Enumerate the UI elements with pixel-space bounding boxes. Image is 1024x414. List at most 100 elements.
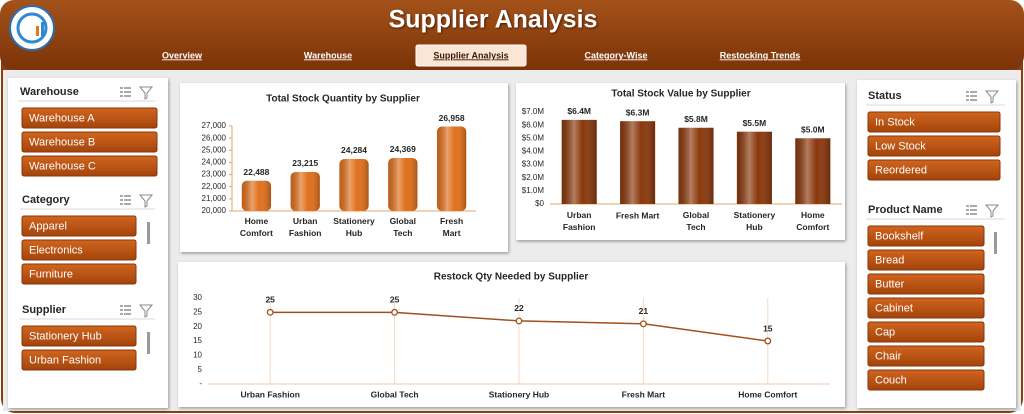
slicer-button[interactable]	[21, 155, 158, 177]
slicer-button[interactable]	[21, 131, 158, 153]
slicer-button[interactable]	[867, 297, 985, 319]
y-tick-label: $3.0M	[522, 160, 545, 169]
chart-title: Total Stock Value by Supplier	[611, 89, 750, 100]
x-tick-label: Stationery Hub	[333, 216, 375, 238]
y-tick-label: $6.0M	[522, 120, 545, 129]
y-tick-label: $7.0M	[522, 107, 545, 116]
slicer-item[interactable]: Couch	[875, 374, 907, 386]
slicer-item[interactable]: Warehouse B	[29, 136, 95, 148]
clear-filter-icon[interactable]	[138, 194, 154, 208]
slicer-title: Warehouse	[20, 86, 79, 98]
marker	[764, 337, 772, 345]
slicer-button[interactable]	[867, 159, 1001, 181]
slicer-button[interactable]	[21, 325, 137, 347]
nav-tab-active-bg	[415, 44, 527, 67]
y-tick-label: 20	[193, 322, 202, 331]
slicer-button[interactable]	[867, 345, 985, 367]
bar-shade	[241, 180, 272, 211]
multi-select-icon[interactable]	[966, 205, 977, 215]
x-tick-label: Global Tech	[371, 389, 419, 399]
nav-tab[interactable]: Supplier Analysis	[433, 50, 508, 60]
bar-shade	[290, 171, 320, 211]
y-tick-label: 10	[193, 350, 202, 359]
slicer-item[interactable]: Cap	[875, 326, 895, 338]
slicer-button[interactable]	[21, 263, 137, 285]
slicer-item[interactable]: Reordered	[875, 164, 927, 176]
y-tick-label: $0	[535, 199, 544, 208]
x-tick-label: Fresh Mart	[616, 210, 660, 220]
y-tick-label: 22,000	[202, 182, 227, 191]
slicer-item[interactable]: Apparel	[29, 220, 67, 232]
y-tick-label: $5.0M	[522, 133, 545, 142]
slicer-button[interactable]	[21, 239, 137, 261]
slicer-item[interactable]: Furniture	[29, 268, 73, 280]
data-label: 23,215	[292, 158, 318, 168]
nav-tab[interactable]: Category-Wise	[585, 50, 648, 60]
data-label: $5.8M	[684, 114, 708, 124]
y-tick-label: 26,000	[202, 133, 227, 142]
data-label: 15	[763, 323, 773, 333]
x-tick-label: Home Comfort	[796, 210, 829, 232]
x-tick-label: Urban Fashion	[563, 210, 596, 232]
y-tick-label: 15	[193, 336, 202, 345]
slicer-item[interactable]: In Stock	[875, 116, 915, 128]
y-tick-label: 21,000	[202, 194, 227, 203]
data-label: 22,488	[243, 167, 269, 177]
slicer-item[interactable]: Butter	[875, 278, 905, 290]
scrollbar	[147, 332, 150, 354]
x-tick-label: Home Comfort	[738, 389, 797, 399]
data-label: 22	[514, 303, 524, 313]
data-label: 26,958	[439, 113, 465, 123]
slicer-item[interactable]: Warehouse C	[29, 160, 96, 172]
y-tick-label: 20,000	[202, 206, 227, 215]
multi-select-icon[interactable]	[120, 87, 131, 97]
nav-tab[interactable]: Warehouse	[304, 50, 352, 60]
data-label: 25	[265, 295, 275, 305]
slicer-button[interactable]	[21, 349, 137, 371]
slicer-item[interactable]: Chair	[875, 350, 902, 362]
slicer-button[interactable]	[867, 321, 985, 343]
clear-filter-icon[interactable]	[984, 204, 1000, 218]
scrollbar	[147, 222, 150, 244]
header-bar	[0, 0, 1024, 70]
x-tick-label: Home Comfort	[240, 216, 273, 238]
chart-panel	[178, 262, 845, 407]
slicer-item[interactable]: Bookshelf	[875, 230, 924, 242]
clear-filter-icon[interactable]	[138, 86, 154, 100]
slicer-button[interactable]	[867, 225, 985, 247]
data-label: 25	[390, 295, 400, 305]
x-tick-label: Fresh Mart	[440, 216, 463, 238]
bar-shade	[795, 138, 831, 204]
data-label: 24,284	[341, 145, 367, 155]
multi-select-icon[interactable]	[120, 195, 131, 205]
nav-tab[interactable]: Restocking Trends	[720, 50, 801, 60]
slicer-item[interactable]: Low Stock	[875, 140, 926, 152]
nav-tab[interactable]: Overview	[162, 50, 203, 60]
clear-filter-icon[interactable]	[984, 90, 1000, 104]
multi-select-icon[interactable]	[966, 91, 977, 101]
slicer-button[interactable]	[867, 111, 1001, 133]
slicer-item[interactable]: Warehouse A	[29, 112, 95, 124]
slicer-item[interactable]: Stationery Hub	[29, 330, 102, 342]
slicer-button[interactable]	[21, 215, 137, 237]
slicer-button[interactable]	[867, 273, 985, 295]
bar-shade	[436, 126, 467, 211]
page-title: Supplier Analysis	[389, 6, 598, 34]
marker	[515, 317, 523, 325]
slicer-button[interactable]	[867, 249, 985, 271]
slicer-button[interactable]	[867, 135, 1001, 157]
marker	[391, 308, 399, 316]
slicer-item[interactable]: Cabinet	[875, 302, 913, 314]
slicer-title: Status	[868, 90, 902, 102]
x-tick-label: Fresh Mart	[622, 389, 666, 399]
slicer-button[interactable]	[21, 107, 158, 129]
slicer-item[interactable]: Bread	[875, 254, 904, 266]
bar-shade	[339, 158, 369, 211]
clear-filter-icon[interactable]	[138, 304, 154, 318]
slicer-item[interactable]: Urban Fashion	[29, 354, 101, 366]
multi-select-icon[interactable]	[120, 305, 131, 315]
slicer-item[interactable]: Electronics	[29, 244, 83, 256]
slicer-button[interactable]	[867, 369, 985, 391]
